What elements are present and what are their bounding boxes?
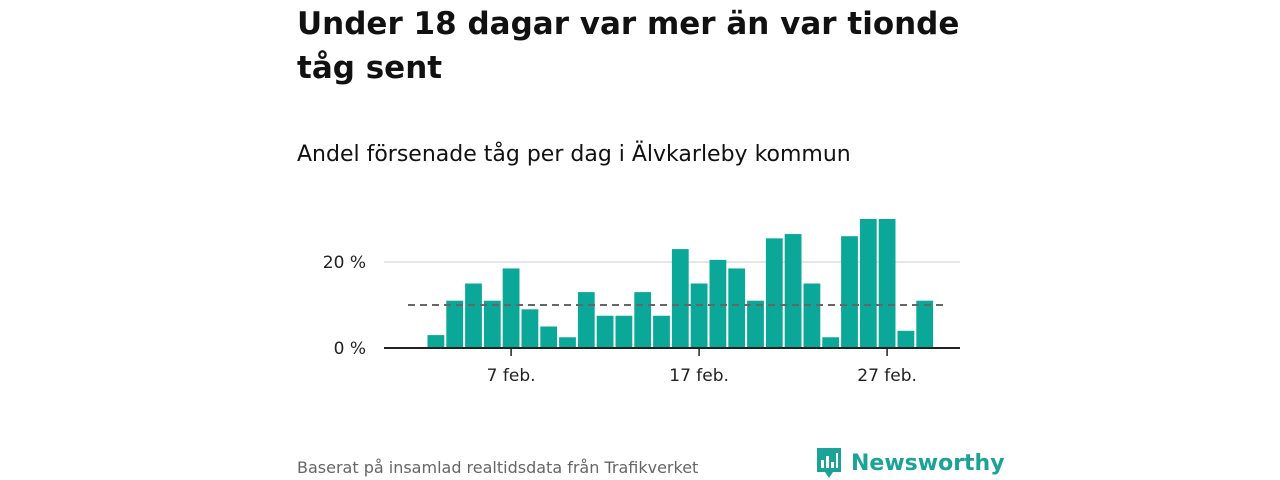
bar (784, 234, 802, 348)
bar (521, 309, 539, 348)
bar (577, 292, 595, 348)
bar (747, 300, 764, 348)
bar (916, 300, 934, 348)
bar (709, 259, 727, 348)
bar (765, 238, 783, 348)
bar (803, 283, 821, 348)
x-tick-label: 7 feb. (487, 366, 536, 386)
x-tick-label: 17 feb. (669, 366, 729, 386)
y-tick-label: 20 % (323, 253, 366, 273)
bar (446, 300, 464, 348)
newsworthy-logo-icon (817, 448, 841, 478)
bar (540, 326, 558, 348)
chart-title: Under 18 dagar var mer än var tionde tåg… (297, 6, 960, 86)
bar (559, 337, 576, 348)
bar (859, 219, 877, 348)
brand-name: Newsworthy (851, 450, 1005, 476)
bar (690, 283, 708, 348)
bar (596, 315, 614, 348)
bar (653, 315, 670, 348)
bar (728, 268, 746, 348)
brand-logo: Newsworthy (815, 446, 1005, 480)
bar (878, 219, 896, 348)
bar (465, 283, 482, 348)
bar (427, 335, 445, 348)
chart-subtitle: Andel försenade tåg per dag i Älvkarleby… (297, 142, 851, 167)
source-note: Baserat på insamlad realtidsdata från Tr… (297, 458, 699, 477)
x-tick-label: 27 feb. (857, 366, 917, 386)
bar (634, 292, 652, 348)
y-tick-label: 0 % (334, 339, 366, 359)
bar (897, 330, 915, 348)
bar (822, 337, 840, 348)
bar (483, 300, 501, 348)
bar (615, 315, 633, 348)
bar (841, 236, 858, 348)
bar (671, 249, 689, 348)
bar (502, 268, 520, 348)
